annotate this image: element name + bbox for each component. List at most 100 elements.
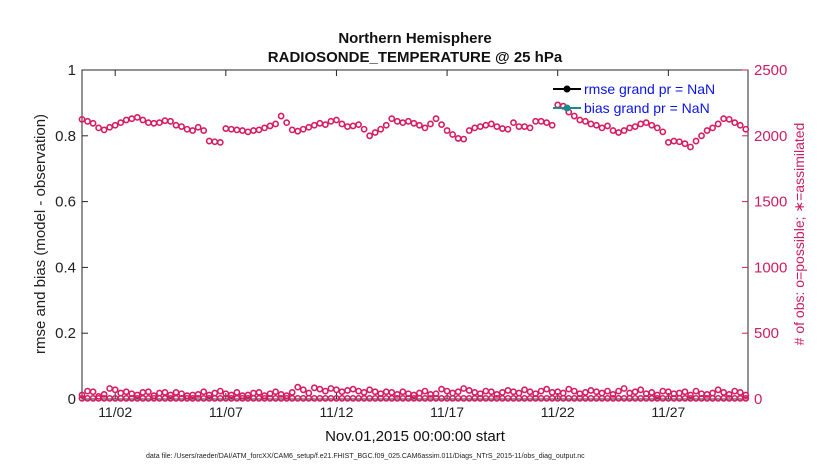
obs-count-marker bbox=[349, 385, 357, 393]
obs-count-marker bbox=[95, 124, 102, 132]
obs-count-marker bbox=[653, 124, 661, 132]
obs-count-marker bbox=[736, 121, 744, 129]
left-tick-label: 0.6 bbox=[55, 194, 76, 211]
x-tick-label: 11/12 bbox=[319, 404, 353, 420]
obs-count-marker bbox=[178, 123, 185, 130]
obs-count-marker bbox=[194, 123, 202, 131]
obs-count-marker bbox=[117, 119, 125, 127]
chart-title: Northern Hemisphere bbox=[338, 30, 491, 47]
obs-count-marker bbox=[133, 391, 141, 399]
obs-count-marker bbox=[504, 125, 512, 133]
obs-count-marker bbox=[664, 388, 672, 396]
obs-count-marker bbox=[133, 113, 141, 121]
left-tick-label: 0.4 bbox=[55, 259, 76, 276]
obs-count-marker bbox=[703, 127, 711, 134]
legend-label-bias: bias grand pr = NaN bbox=[584, 100, 710, 116]
obs-count-marker bbox=[676, 138, 683, 146]
obs-count-marker bbox=[438, 121, 445, 129]
obs-count-marker bbox=[432, 115, 440, 123]
obs-count-marker bbox=[360, 125, 368, 133]
obs-count-marker bbox=[100, 126, 108, 134]
obs-count-marker bbox=[410, 391, 418, 399]
obs-count-marker bbox=[421, 124, 429, 132]
obs-count-marker bbox=[366, 132, 374, 140]
obs-count-marker bbox=[620, 127, 628, 134]
obs-count-marker bbox=[399, 388, 407, 396]
obs-count-marker bbox=[581, 117, 589, 125]
obs-count-marker bbox=[493, 390, 501, 398]
obs-count-marker bbox=[421, 387, 429, 395]
obs-count-marker bbox=[698, 132, 705, 140]
obs-count-marker bbox=[570, 112, 578, 120]
obs-count-marker bbox=[144, 388, 152, 396]
obs-count-marker bbox=[543, 119, 551, 127]
left-tick-label: 0.8 bbox=[55, 128, 76, 145]
obs-count-marker bbox=[321, 121, 329, 129]
obs-count-marker bbox=[687, 143, 694, 151]
obs-count-marker bbox=[371, 129, 379, 136]
right-tick-label: 500 bbox=[754, 325, 779, 342]
x-tick-label: 11/02 bbox=[98, 404, 132, 420]
plot-area bbox=[81, 69, 749, 400]
legend: rmse grand pr = NaN bias grand pr = NaN bbox=[553, 81, 715, 116]
obs-count-marker bbox=[122, 388, 130, 396]
obs-count-marker bbox=[100, 390, 108, 398]
obs-count-marker bbox=[299, 386, 307, 394]
data-file-footnote: data file: /Users/raeder/DAI/ATM_forcXX/… bbox=[146, 453, 585, 460]
obs-count-marker bbox=[355, 121, 362, 129]
obs-count-marker bbox=[305, 123, 313, 131]
obs-count-marker bbox=[653, 391, 661, 399]
obs-count-marker bbox=[200, 388, 208, 396]
obs-count-marker bbox=[648, 121, 656, 129]
obs-count-marker bbox=[216, 138, 224, 146]
obs-count-marker bbox=[78, 115, 86, 123]
obs-count-marker bbox=[609, 127, 617, 134]
obs-count-marker bbox=[487, 120, 495, 128]
obs-count-marker bbox=[150, 392, 158, 400]
x-tick-label: 11/27 bbox=[651, 404, 685, 420]
obs-count-marker bbox=[377, 125, 385, 133]
left-axis: 0 0.2 0.4 0.6 0.8 1 bbox=[55, 62, 88, 408]
obs-count-marker bbox=[438, 385, 445, 393]
obs-count-marker bbox=[410, 119, 418, 127]
obs-count-marker bbox=[111, 121, 119, 129]
obs-count-marker bbox=[310, 121, 318, 129]
right-axis: 0 500 1000 1500 2000 2500 bbox=[742, 62, 787, 408]
obs-count-marker bbox=[631, 123, 639, 130]
x-tick-label: 11/17 bbox=[430, 404, 464, 420]
obs-count-marker bbox=[548, 121, 556, 129]
y-axis-label-right: # of obs: o=possible; ∗=assimilated bbox=[791, 123, 807, 346]
obs-count-marker bbox=[692, 387, 700, 395]
x-tick-label: 11/07 bbox=[209, 404, 243, 420]
obs-count-marker bbox=[659, 128, 667, 136]
right-tick-label: 1000 bbox=[754, 259, 787, 276]
obs-count-marker bbox=[294, 127, 302, 135]
right-tick-label: 2500 bbox=[754, 62, 787, 79]
obs-count-marker bbox=[333, 116, 340, 124]
obs-count-marker bbox=[465, 387, 473, 394]
obs-count-marker bbox=[460, 135, 468, 143]
obs-count-marker bbox=[742, 394, 750, 402]
right-tick-label: 2000 bbox=[754, 128, 787, 145]
obs-count-marker bbox=[598, 124, 606, 132]
obs-count-marker bbox=[454, 388, 462, 396]
obs-count-marker bbox=[521, 386, 528, 394]
obs-count-marker bbox=[487, 388, 495, 396]
obs-count-marker bbox=[227, 391, 235, 399]
obs-count-marker bbox=[416, 121, 423, 129]
obs-count-marker bbox=[333, 386, 340, 394]
obs-count-marker bbox=[609, 390, 617, 398]
obs-count-marker bbox=[604, 387, 611, 395]
obs-count-marker bbox=[167, 117, 174, 125]
obs-count-marker bbox=[283, 392, 291, 400]
obs-count-marker bbox=[725, 115, 733, 123]
obs-count-marker bbox=[714, 120, 722, 128]
y-axis-label-left: rmse and bias (model - observation) bbox=[32, 114, 49, 354]
left-tick-label: 0 bbox=[68, 391, 76, 408]
obs-count-marker bbox=[106, 123, 114, 131]
obs-count-marker bbox=[261, 392, 268, 400]
obs-count-marker bbox=[570, 387, 578, 395]
obs-count-marker bbox=[449, 131, 457, 138]
obs-count-marker bbox=[89, 119, 97, 127]
